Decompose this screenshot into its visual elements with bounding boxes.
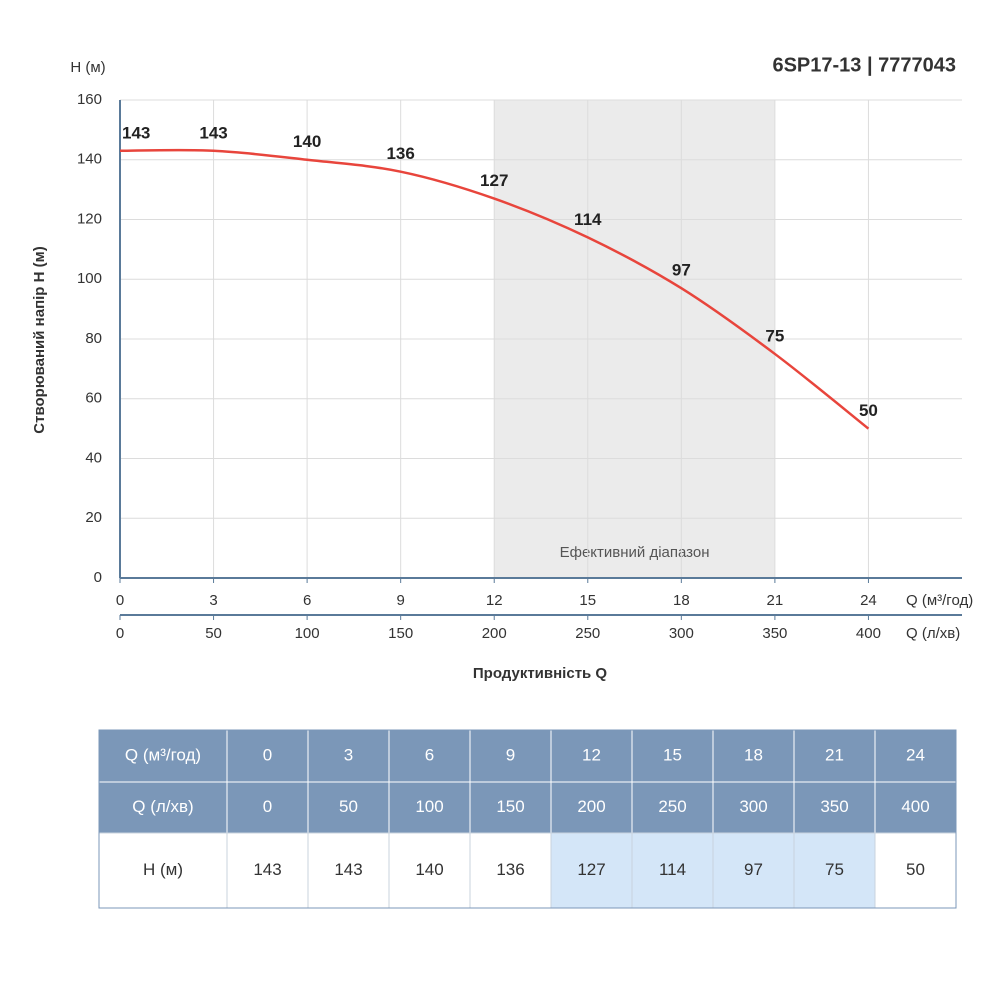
table-cell-text: 6 <box>425 745 434 764</box>
table-cell-text: 114 <box>659 860 686 879</box>
x-tick-label: 6 <box>303 592 311 609</box>
x2-tick-label: 250 <box>575 625 600 642</box>
table-cell-text: 3 <box>344 745 353 764</box>
table-cell-text: 24 <box>906 745 925 764</box>
table-cell-text: 50 <box>906 860 925 879</box>
table-cell-text: 100 <box>415 797 443 816</box>
y-tick-label: 80 <box>85 330 102 347</box>
table-cell-text: 75 <box>825 860 844 879</box>
x2-tick-label: 350 <box>762 625 787 642</box>
table-cell <box>793 729 876 783</box>
x-tick-label: 3 <box>209 592 217 609</box>
table-cell <box>226 729 309 783</box>
y-tick-label: 160 <box>77 91 102 108</box>
table-cell-text: 300 <box>739 797 767 816</box>
table-cell <box>307 832 390 909</box>
table-cell-text: H (м) <box>143 860 183 879</box>
x2-unit-label: Q (л/хв) <box>906 625 960 642</box>
table-border <box>98 729 957 909</box>
chart-title: 6SP17-13 | 7777043 <box>772 54 956 76</box>
x2-tick-label: 100 <box>295 625 320 642</box>
y-tick-label: 40 <box>85 449 102 466</box>
table-cell <box>712 832 795 909</box>
table-cell <box>550 832 633 909</box>
y-tick-label: 120 <box>77 210 102 227</box>
y-tick-label: 20 <box>85 509 102 526</box>
table-cell-text: 350 <box>820 797 848 816</box>
y-unit-label: H (м) <box>70 59 105 76</box>
table-cell-text: 150 <box>496 797 524 816</box>
table-cell <box>874 729 957 783</box>
x-tick-label: 12 <box>486 592 503 609</box>
table-cell <box>226 832 309 909</box>
data-label: 75 <box>765 326 784 345</box>
efficient-range-label: Ефективний діапазон <box>560 544 710 561</box>
table-cell-text: 200 <box>577 797 605 816</box>
y-tick-label: 60 <box>85 390 102 407</box>
data-label: 140 <box>293 132 321 151</box>
table-cell-text: 21 <box>825 745 844 764</box>
table-cell-text: Q (л/хв) <box>132 797 193 816</box>
table-cell-text: 50 <box>339 797 358 816</box>
y-tick-label: 100 <box>77 270 102 287</box>
data-label: 143 <box>199 123 227 142</box>
table-cell <box>712 781 795 834</box>
data-label: 136 <box>386 144 414 163</box>
table-cell <box>550 781 633 834</box>
data-label: 50 <box>859 401 878 420</box>
x-axis-title: Продуктивність Q <box>473 665 608 682</box>
table-cell <box>307 781 390 834</box>
y-tick-label: 0 <box>94 569 102 586</box>
table-cell-text: 15 <box>663 745 682 764</box>
table-cell-text: 12 <box>582 745 601 764</box>
table-cell-text: 18 <box>744 745 763 764</box>
table-cell <box>793 781 876 834</box>
table-cell-text: Q (м³/год) <box>125 745 201 764</box>
table-cell-text: 0 <box>263 797 272 816</box>
table-cell <box>307 729 390 783</box>
table-cell-text: 97 <box>744 860 763 879</box>
table-cell <box>469 832 552 909</box>
table-cell-text: 9 <box>506 745 515 764</box>
table-cell-text: 127 <box>577 860 605 879</box>
table-cell-text: 136 <box>496 860 524 879</box>
x-tick-label: 21 <box>767 592 784 609</box>
data-label: 114 <box>574 210 602 229</box>
x-tick-label: 24 <box>860 592 877 609</box>
x2-tick-label: 200 <box>482 625 507 642</box>
x-tick-label: 18 <box>673 592 690 609</box>
table-cell-text: 143 <box>253 860 281 879</box>
x2-tick-label: 400 <box>856 625 881 642</box>
x-tick-label: 9 <box>396 592 404 609</box>
table-cell <box>469 781 552 834</box>
table-cell <box>874 781 957 834</box>
table-cell-text: 0 <box>263 745 272 764</box>
head-curve <box>119 148 870 430</box>
table-cell-text: 400 <box>901 797 929 816</box>
data-label: 127 <box>480 171 508 190</box>
x2-tick-label: 150 <box>388 625 413 642</box>
data-label: 143 <box>122 123 150 142</box>
table-cell-text: 250 <box>658 797 686 816</box>
data-label: 97 <box>672 261 691 280</box>
table-cell-text: 143 <box>334 860 362 879</box>
x2-tick-label: 50 <box>205 625 222 642</box>
y-axis-title: Створюваний напір H (м) <box>31 246 48 433</box>
table-cell-text: 140 <box>415 860 443 879</box>
x-tick-label: 15 <box>579 592 596 609</box>
table-cell <box>874 832 957 909</box>
table-cell <box>631 832 714 909</box>
table-cell <box>98 781 228 834</box>
x-tick-label: 0 <box>116 592 124 609</box>
x-unit-label: Q (м³/год) <box>906 592 973 609</box>
x2-tick-label: 0 <box>116 625 124 642</box>
table-cell <box>631 781 714 834</box>
y-tick-label: 140 <box>77 151 102 168</box>
x2-tick-label: 300 <box>669 625 694 642</box>
